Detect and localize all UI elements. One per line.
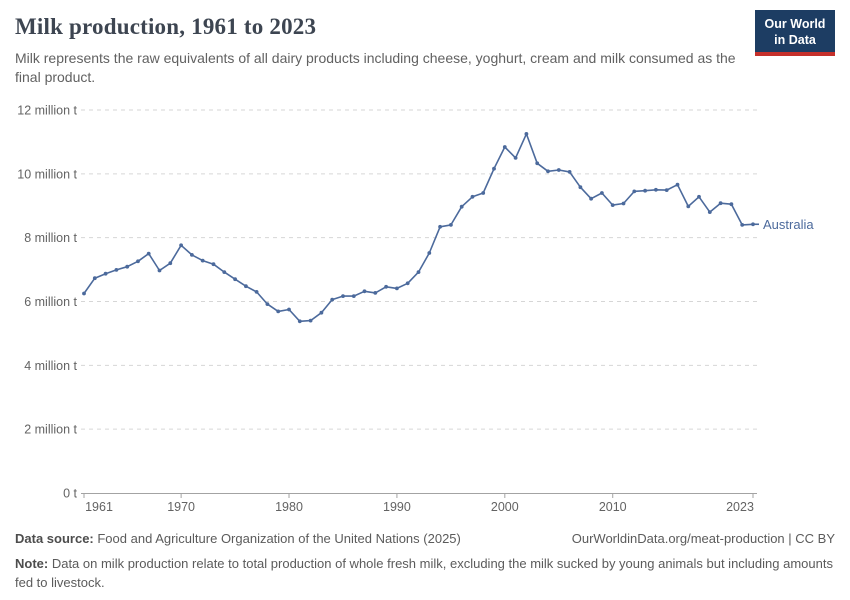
data-point-marker[interactable] <box>729 202 734 207</box>
data-point-marker[interactable] <box>114 268 119 272</box>
data-point-marker[interactable] <box>179 243 184 248</box>
data-point-marker[interactable] <box>492 166 496 171</box>
chart-subtitle: Milk represents the raw equivalents of a… <box>15 50 736 86</box>
y-axis-tick-label: 12 million t <box>17 104 77 118</box>
chart-note: Note: Data on milk production relate to … <box>15 555 835 593</box>
data-point-marker[interactable] <box>686 204 691 209</box>
data-point-marker[interactable] <box>157 268 162 273</box>
series-layer: Australia <box>82 132 814 324</box>
data-point-marker[interactable] <box>351 294 356 298</box>
data-point-marker[interactable] <box>373 291 378 295</box>
data-point-marker[interactable] <box>556 168 561 172</box>
owid-logo[interactable]: Our World in Data <box>755 10 835 55</box>
data-point-marker[interactable] <box>362 289 367 294</box>
y-axis-tick-label: 10 million t <box>17 167 77 181</box>
data-point-marker[interactable] <box>308 318 313 323</box>
data-point-marker[interactable] <box>103 271 108 276</box>
data-point-marker[interactable] <box>707 210 712 215</box>
data-point-marker[interactable] <box>222 270 227 274</box>
entity-label-australia[interactable]: Australia <box>763 217 814 232</box>
data-point-marker[interactable] <box>200 258 205 263</box>
data-point-marker[interactable] <box>643 188 647 193</box>
x-axis-tick-label: 1980 <box>275 500 303 514</box>
x-axis-tick-label: 2000 <box>491 500 519 514</box>
series-line-australia[interactable] <box>83 133 754 323</box>
owid-logo-line2: in Data <box>774 32 816 47</box>
data-point-marker[interactable] <box>459 204 464 209</box>
gridlines-layer <box>81 109 757 430</box>
data-point-marker[interactable] <box>589 196 593 201</box>
data-point-marker[interactable] <box>524 132 529 136</box>
data-point-marker[interactable] <box>621 201 626 206</box>
data-point-marker[interactable] <box>535 161 540 166</box>
chart-header: Milk production, 1961 to 2023 Milk repre… <box>15 14 835 88</box>
data-point-marker[interactable] <box>513 156 518 160</box>
data-point-marker[interactable] <box>254 290 259 294</box>
y-axis-tick-label: 6 million t <box>24 295 77 309</box>
chart-footer: Data source: Food and Agriculture Organi… <box>15 530 835 593</box>
data-point-marker[interactable] <box>211 262 216 267</box>
data-point-marker[interactable] <box>567 170 572 174</box>
data-point-marker[interactable] <box>92 276 97 281</box>
data-point-marker[interactable] <box>427 251 432 255</box>
data-point-marker[interactable] <box>610 203 615 208</box>
data-point-marker[interactable] <box>632 189 637 194</box>
data-point-marker[interactable] <box>438 224 442 229</box>
data-source-label: Data source: <box>15 531 94 546</box>
note-label: Note: <box>15 555 49 571</box>
data-point-marker[interactable] <box>146 251 151 256</box>
owid-url-link[interactable]: OurWorldinData.org/meat-production | CC … <box>571 531 835 546</box>
data-source: Data source: Food and Agriculture Organi… <box>15 530 461 549</box>
data-point-marker[interactable] <box>287 307 291 312</box>
data-point-marker[interactable] <box>319 310 324 315</box>
data-point-marker[interactable] <box>297 319 302 324</box>
data-point-marker[interactable] <box>654 187 658 192</box>
data-point-marker[interactable] <box>190 253 194 257</box>
data-source-text: Food and Agriculture Organization of the… <box>93 531 461 546</box>
data-point-marker[interactable] <box>276 309 281 314</box>
data-point-marker[interactable] <box>136 259 140 264</box>
owid-logo-line1: Our World <box>764 17 826 31</box>
y-axis-tick-label: 8 million t <box>24 231 77 245</box>
data-point-marker[interactable] <box>718 201 723 206</box>
note-text: Data on milk production relate to total … <box>15 555 833 590</box>
data-point-marker[interactable] <box>664 188 669 193</box>
chart-title: Milk production, 1961 to 2023 <box>15 14 317 39</box>
data-point-marker[interactable] <box>416 270 421 274</box>
data-point-marker[interactable] <box>395 286 399 291</box>
data-point-marker[interactable] <box>578 185 583 190</box>
data-point-marker[interactable] <box>244 284 248 289</box>
x-axis-tick-label: 1990 <box>383 500 411 514</box>
data-point-marker[interactable] <box>233 277 238 282</box>
data-point-marker[interactable] <box>470 194 475 199</box>
data-point-marker[interactable] <box>449 223 453 227</box>
x-axis-tick-label: 2010 <box>599 500 627 514</box>
data-point-marker[interactable] <box>341 294 345 298</box>
data-point-marker[interactable] <box>740 223 745 227</box>
data-point-marker[interactable] <box>546 169 550 174</box>
data-point-marker[interactable] <box>481 191 486 195</box>
y-axis-tick-label: 0 t <box>63 487 77 501</box>
owid-logo-red-bar <box>755 52 835 56</box>
data-point-marker[interactable] <box>675 182 680 187</box>
axis-layer: 0 t 2 million t 4 million t 6 million t 8 mi… <box>17 104 757 514</box>
data-point-marker[interactable] <box>502 145 507 149</box>
data-point-marker[interactable] <box>265 302 270 306</box>
x-axis-tick-label: 1961 <box>85 500 113 514</box>
data-point-marker[interactable] <box>82 291 86 296</box>
x-axis-tick-label: 2023 <box>726 500 754 514</box>
data-point-marker[interactable] <box>125 264 130 269</box>
y-axis-tick-label: 2 million t <box>24 423 77 437</box>
data-point-marker[interactable] <box>600 191 604 195</box>
data-point-marker[interactable] <box>405 281 410 286</box>
data-point-marker[interactable] <box>697 194 701 199</box>
data-point-marker[interactable] <box>384 284 388 289</box>
data-point-marker[interactable] <box>168 261 173 266</box>
y-axis-tick-label: 4 million t <box>24 359 77 373</box>
data-point-marker[interactable] <box>330 297 335 302</box>
x-axis-tick-label: 1970 <box>167 500 195 514</box>
